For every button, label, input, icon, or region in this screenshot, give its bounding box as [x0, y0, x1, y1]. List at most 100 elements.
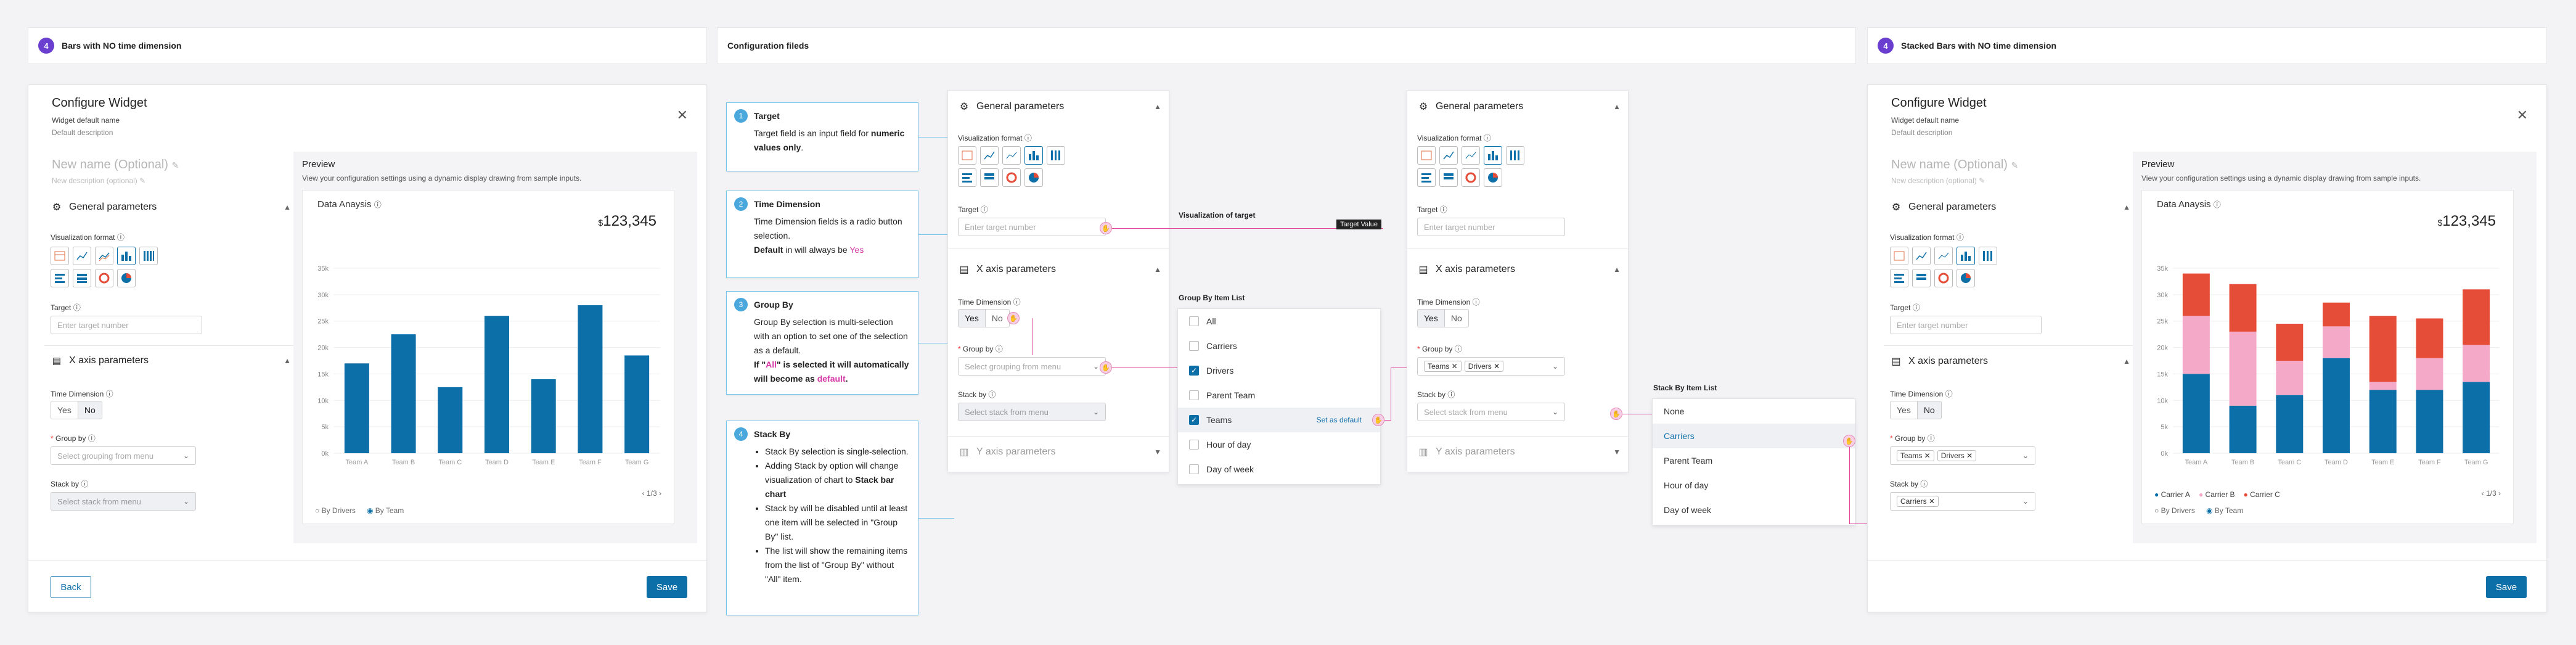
yes-option[interactable]: Yes — [1418, 310, 1444, 327]
list-item[interactable]: Carriers — [1653, 424, 1855, 448]
chevron-down-icon[interactable]: ▼ — [1154, 448, 1161, 456]
checkbox[interactable] — [1189, 440, 1199, 450]
chevron-up-icon[interactable]: ▲ — [1154, 265, 1161, 274]
yes-option[interactable]: Yes — [51, 401, 78, 419]
target-input[interactable]: Enter target number — [958, 218, 1106, 236]
general-parameters-header[interactable]: ⚙ General parameters ▲ — [51, 201, 291, 213]
viz-line-option[interactable] — [73, 247, 91, 265]
widget-name-input[interactable]: New name (Optional) ✎ — [1891, 158, 2019, 171]
viz-stacked-horizontal-option[interactable] — [73, 269, 91, 287]
chevron-up-icon[interactable]: ▲ — [2123, 357, 2130, 366]
stack-by-select[interactable]: Select stack from menu ⌄ — [51, 492, 196, 511]
stack-by-select[interactable]: Select stack from menu ⌄ — [1417, 403, 1565, 421]
y-axis-parameters-header[interactable]: ▥ Y axis parameters ▼ — [958, 446, 1161, 458]
radio-by-team[interactable]: ◉ By Team — [2206, 506, 2244, 515]
chip-carriers[interactable]: Carriers ✕ — [1897, 496, 1939, 507]
y-axis-parameters-header[interactable]: ▥ Y axis parameters ▼ — [1417, 446, 1621, 458]
viz-horizontal-bar-option[interactable] — [958, 168, 976, 187]
chip-drivers[interactable]: Drivers ✕ — [1937, 450, 1977, 461]
viz-table-option[interactable] — [1417, 146, 1436, 165]
list-item[interactable]: Hour of day — [1664, 480, 1709, 490]
save-button[interactable]: Save — [2486, 576, 2527, 598]
list-item[interactable]: ✓ Teams Set as default — [1178, 408, 1380, 432]
no-option[interactable]: No — [984, 310, 1009, 327]
viz-horizontal-bar-option[interactable] — [1890, 269, 1908, 287]
group-by-select[interactable]: Select grouping from menu ⌄ — [51, 446, 196, 465]
viz-stacked-horizontal-option[interactable] — [1912, 269, 1931, 287]
set-default-link[interactable]: Set as default — [1316, 416, 1362, 424]
viz-column-option[interactable] — [139, 247, 158, 265]
general-parameters-header[interactable]: ⚙ General parameters ▲ — [1417, 101, 1621, 113]
x-axis-parameters-header[interactable]: ▤ X axis parameters ▲ — [958, 263, 1161, 276]
no-option[interactable]: No — [1444, 310, 1468, 327]
viz-donut-option[interactable] — [1002, 168, 1021, 187]
general-parameters-header[interactable]: ⚙ General parameters ▲ — [1890, 201, 2130, 213]
viz-stacked-horizontal-option[interactable] — [980, 168, 999, 187]
viz-column-option[interactable] — [1047, 146, 1065, 165]
viz-bar-option[interactable] — [117, 247, 136, 265]
viz-column-option[interactable] — [1979, 247, 1997, 265]
list-item[interactable]: Day of week — [1178, 457, 1380, 482]
viz-pie-option[interactable] — [117, 269, 136, 287]
group-by-select[interactable]: Select grouping from menu ⌄ — [958, 357, 1106, 376]
viz-bar-option[interactable] — [1957, 247, 1975, 265]
time-dimension-toggle[interactable]: Yes No — [958, 309, 1010, 327]
time-dimension-toggle[interactable]: Yes No — [1417, 309, 1469, 327]
viz-area-option[interactable] — [1462, 146, 1480, 165]
widget-description-input[interactable]: New description (optional) ✎ — [1891, 176, 1985, 185]
chevron-up-icon[interactable]: ▲ — [1613, 265, 1621, 274]
chevron-up-icon[interactable]: ▲ — [284, 203, 291, 212]
widget-description-input[interactable]: New description (optional) ✎ — [52, 176, 146, 185]
stack-by-select[interactable]: Carriers ✕ ⌄ — [1890, 492, 2035, 511]
pagination[interactable]: ‹ 1/3 › — [642, 489, 661, 498]
widget-name-input[interactable]: New name (Optional) ✎ — [52, 158, 179, 171]
target-input[interactable]: Enter target number — [1417, 218, 1565, 236]
viz-table-option[interactable] — [958, 146, 976, 165]
close-icon[interactable]: ✕ — [676, 107, 688, 123]
yes-option[interactable]: Yes — [959, 310, 985, 327]
time-dimension-toggle[interactable]: Yes No — [51, 401, 102, 419]
group-by-select[interactable]: Teams ✕ Drivers ✕ ⌄ — [1417, 357, 1565, 376]
checkbox[interactable] — [1189, 390, 1199, 400]
viz-line-option[interactable] — [1912, 247, 1931, 265]
viz-pie-option[interactable] — [1024, 168, 1043, 187]
chip-teams[interactable]: Teams ✕ — [1897, 450, 1934, 461]
radio-by-drivers[interactable]: ○ By Drivers — [2154, 506, 2195, 515]
x-axis-parameters-header[interactable]: ▤ X axis parameters ▲ — [51, 355, 291, 366]
viz-donut-option[interactable] — [1934, 269, 1953, 287]
chevron-down-icon[interactable]: ▼ — [1613, 448, 1621, 456]
viz-stacked-horizontal-option[interactable] — [1439, 168, 1458, 187]
chip-teams[interactable]: Teams ✕ — [1424, 361, 1462, 372]
chevron-up-icon[interactable]: ▲ — [284, 356, 291, 365]
viz-table-option[interactable] — [1890, 247, 1908, 265]
radio-by-drivers[interactable]: ○ By Drivers — [315, 506, 356, 515]
viz-pie-option[interactable] — [1957, 269, 1975, 287]
back-button[interactable]: Back — [51, 576, 91, 598]
general-parameters-header[interactable]: ⚙ General parameters ▲ — [958, 101, 1161, 113]
checkbox[interactable] — [1189, 464, 1199, 474]
chevron-up-icon[interactable]: ▲ — [2123, 203, 2130, 212]
list-item[interactable]: Parent Team — [1178, 383, 1380, 408]
viz-bar-option[interactable] — [1024, 146, 1043, 165]
viz-area-option[interactable] — [1002, 146, 1021, 165]
viz-donut-option[interactable] — [95, 269, 113, 287]
list-item[interactable]: Carriers — [1178, 334, 1380, 358]
pagination[interactable]: ‹ 1/3 › — [2481, 489, 2501, 498]
viz-donut-option[interactable] — [1462, 168, 1480, 187]
chevron-up-icon[interactable]: ▲ — [1154, 102, 1161, 111]
time-dimension-toggle[interactable]: Yes No — [1890, 401, 1942, 419]
x-axis-parameters-header[interactable]: ▤ X axis parameters ▲ — [1417, 263, 1621, 276]
list-item[interactable]: Day of week — [1664, 505, 1712, 515]
viz-line-option[interactable] — [980, 146, 999, 165]
group-by-select[interactable]: Teams ✕ Drivers ✕ ⌄ — [1890, 446, 2035, 465]
viz-area-option[interactable] — [1934, 247, 1953, 265]
checkbox[interactable]: ✓ — [1189, 415, 1199, 425]
viz-bar-option[interactable] — [1484, 146, 1502, 165]
list-item[interactable]: ✓ Drivers — [1178, 358, 1380, 383]
close-icon[interactable]: ✕ — [2516, 107, 2528, 123]
radio-by-team[interactable]: ◉ By Team — [366, 506, 404, 515]
chevron-up-icon[interactable]: ▲ — [1613, 102, 1621, 111]
target-input[interactable]: Enter target number — [1890, 316, 2042, 334]
checkbox[interactable] — [1189, 341, 1199, 351]
yes-option[interactable]: Yes — [1897, 405, 1911, 415]
